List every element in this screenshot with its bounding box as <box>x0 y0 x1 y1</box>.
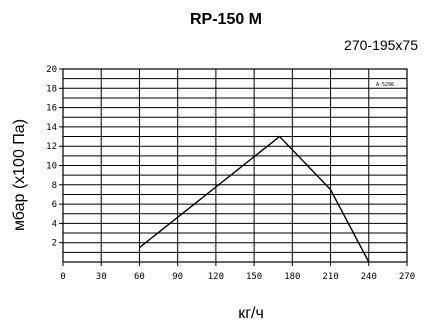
plot-frame <box>62 68 408 263</box>
x-tick-label: 60 <box>134 272 145 282</box>
x-tick-label: 30 <box>96 272 107 282</box>
y-axis-label: мбар (x100 Па) <box>11 119 28 231</box>
x-tick-label: 150 <box>246 272 262 282</box>
x-tick-label: 210 <box>322 272 338 282</box>
y-tick-label: 18 <box>46 84 57 94</box>
x-tick-label: 120 <box>208 272 224 282</box>
y-tick-label: 10 <box>46 162 57 172</box>
x-tick-label: 0 <box>60 272 65 282</box>
y-tick-label: 20 <box>46 65 57 75</box>
x-tick-label: 240 <box>361 272 377 282</box>
y-tick-label: 12 <box>46 142 57 152</box>
x-tick-label: 270 <box>399 272 415 282</box>
x-tick-labels: 0 30 60 90 120 150 180 210 240 270 <box>60 272 415 282</box>
y-tick-label: 8 <box>52 181 57 191</box>
x-axis-label: кг/ч <box>238 305 264 322</box>
y-tick-labels: 2 4 6 8 10 12 14 16 18 20 <box>46 65 57 249</box>
y-tick-label: 4 <box>52 219 57 229</box>
chart-subtitle: 270-195x75 <box>344 37 418 53</box>
y-tick-label: 14 <box>46 123 57 133</box>
pressure-curve <box>139 135 370 263</box>
y-tick-label: 2 <box>52 239 57 249</box>
series-layer <box>139 135 370 263</box>
chart-title: RP-150 M <box>190 11 262 28</box>
chart-stamp: A-5296 <box>376 82 394 88</box>
y-tick-label: 16 <box>46 104 57 114</box>
x-tick-label: 180 <box>284 272 300 282</box>
grid-layer <box>59 68 408 266</box>
x-tick-label: 90 <box>172 272 183 282</box>
y-tick-label: 6 <box>52 200 57 210</box>
